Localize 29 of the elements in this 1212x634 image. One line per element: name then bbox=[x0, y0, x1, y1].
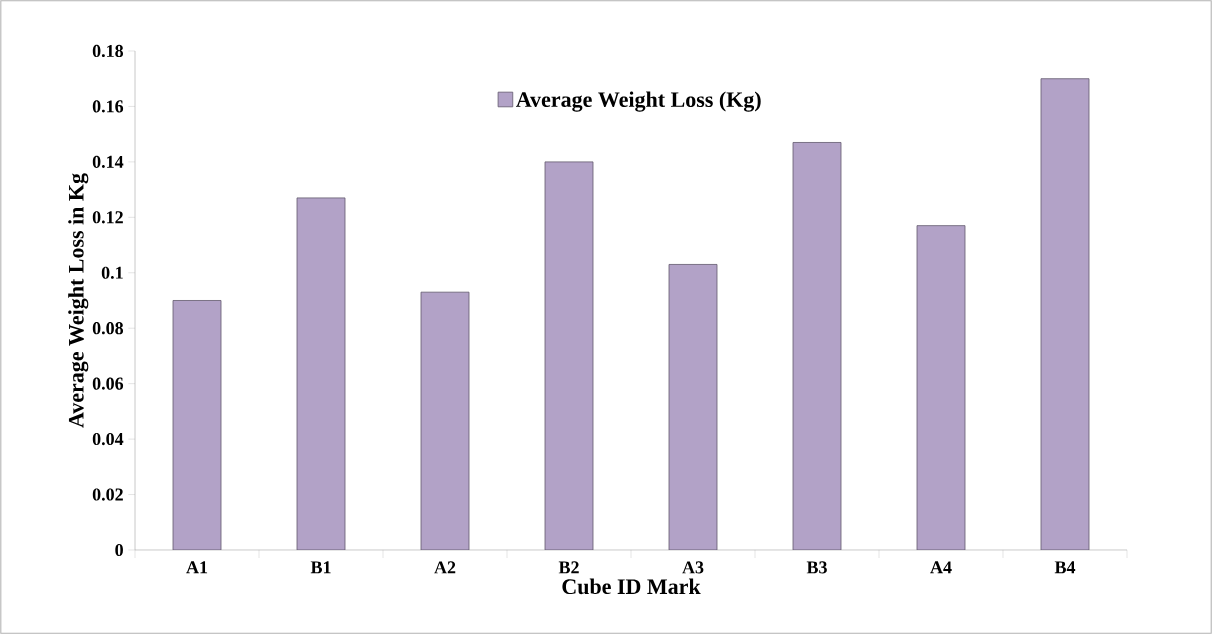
y-tick-label: 0.08 bbox=[92, 322, 124, 335]
bar bbox=[544, 161, 594, 550]
x-axis-title: Cube ID Mark bbox=[562, 578, 701, 595]
y-tick-label: 0.02 bbox=[92, 488, 123, 501]
y-tick-label: 0.04 bbox=[92, 432, 124, 446]
y-tick-label: 0.12 bbox=[92, 211, 123, 224]
bar bbox=[916, 225, 966, 550]
x-tick-label: A3 bbox=[682, 561, 704, 574]
legend-label: Average Weight Loss (Kg) bbox=[516, 91, 761, 112]
x-tick-label: A1 bbox=[186, 561, 208, 574]
y-axis-title: Average Weight Loss in Kg bbox=[68, 173, 89, 428]
y-tick-label: 0.1 bbox=[101, 266, 123, 279]
y-tick-label: 0.18 bbox=[92, 44, 124, 58]
bar bbox=[792, 142, 842, 550]
x-tick-label: B4 bbox=[1054, 561, 1076, 574]
y-tick-label: 0 bbox=[115, 543, 123, 557]
y-tick-label: 0.06 bbox=[92, 377, 124, 390]
x-tick-label: B2 bbox=[558, 561, 579, 574]
y-tick-label: 0.14 bbox=[92, 155, 124, 168]
x-tick-label: B1 bbox=[310, 561, 331, 574]
x-tick-label: A4 bbox=[930, 561, 952, 574]
bar bbox=[172, 300, 222, 550]
x-tick-label: A2 bbox=[434, 561, 456, 574]
bar bbox=[1040, 78, 1090, 550]
y-tick-label: 0.16 bbox=[92, 100, 124, 113]
bar bbox=[420, 291, 470, 550]
x-tick-label: B3 bbox=[806, 561, 827, 574]
bar bbox=[296, 197, 346, 550]
bar bbox=[668, 264, 718, 550]
